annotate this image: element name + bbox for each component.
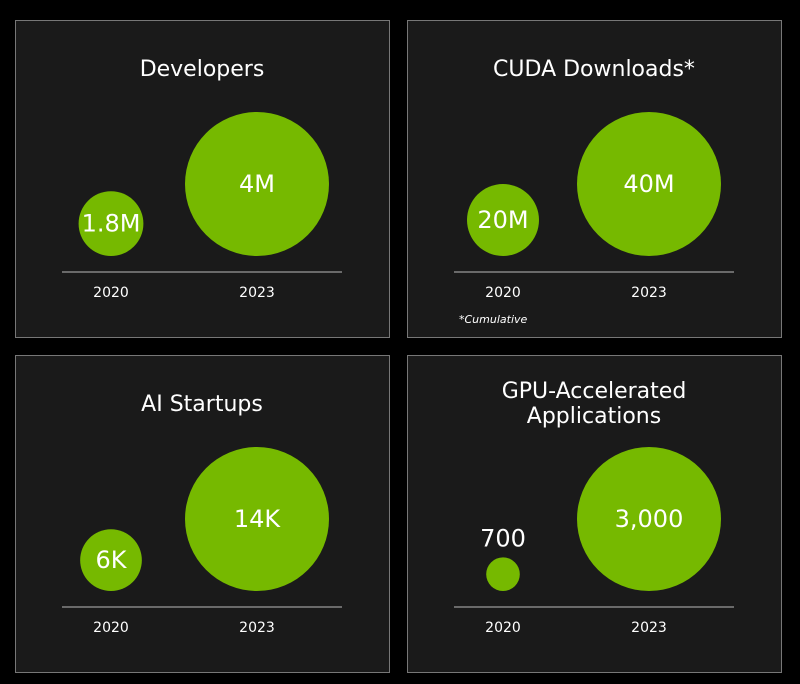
footnote: *Cumulative <box>459 313 528 326</box>
panel-title: CUDA Downloads* <box>493 56 695 82</box>
bubble <box>185 447 329 591</box>
panel-title: GPU-Accelerated Applications <box>501 379 687 429</box>
x-tick-label: 2020 <box>93 285 129 301</box>
x-tick-label: 2020 <box>485 620 521 636</box>
value-label: 700 <box>480 524 526 552</box>
value-label: 14K <box>234 505 282 533</box>
bubble <box>577 447 721 591</box>
bubble <box>486 557 520 591</box>
bubble <box>577 112 721 256</box>
x-tick-label: 2020 <box>93 620 129 636</box>
x-tick-label: 2020 <box>485 285 521 301</box>
value-label: 3,000 <box>615 505 684 533</box>
x-tick-label: 2023 <box>631 285 667 301</box>
panel-title: AI Startups <box>141 391 263 417</box>
value-label: 40M <box>623 170 674 198</box>
bubble <box>185 112 329 256</box>
x-tick-label: 2023 <box>631 620 667 636</box>
value-label: 4M <box>239 170 275 198</box>
value-label: 6K <box>95 546 127 574</box>
x-tick-label: 2023 <box>239 285 275 301</box>
value-label: 20M <box>477 206 528 234</box>
bubble <box>78 191 144 256</box>
value-label: 1.8M <box>82 210 141 238</box>
bubble <box>80 529 142 592</box>
x-tick-label: 2023 <box>239 620 275 636</box>
panel-title: Developers <box>139 56 265 82</box>
bubble <box>467 184 539 256</box>
